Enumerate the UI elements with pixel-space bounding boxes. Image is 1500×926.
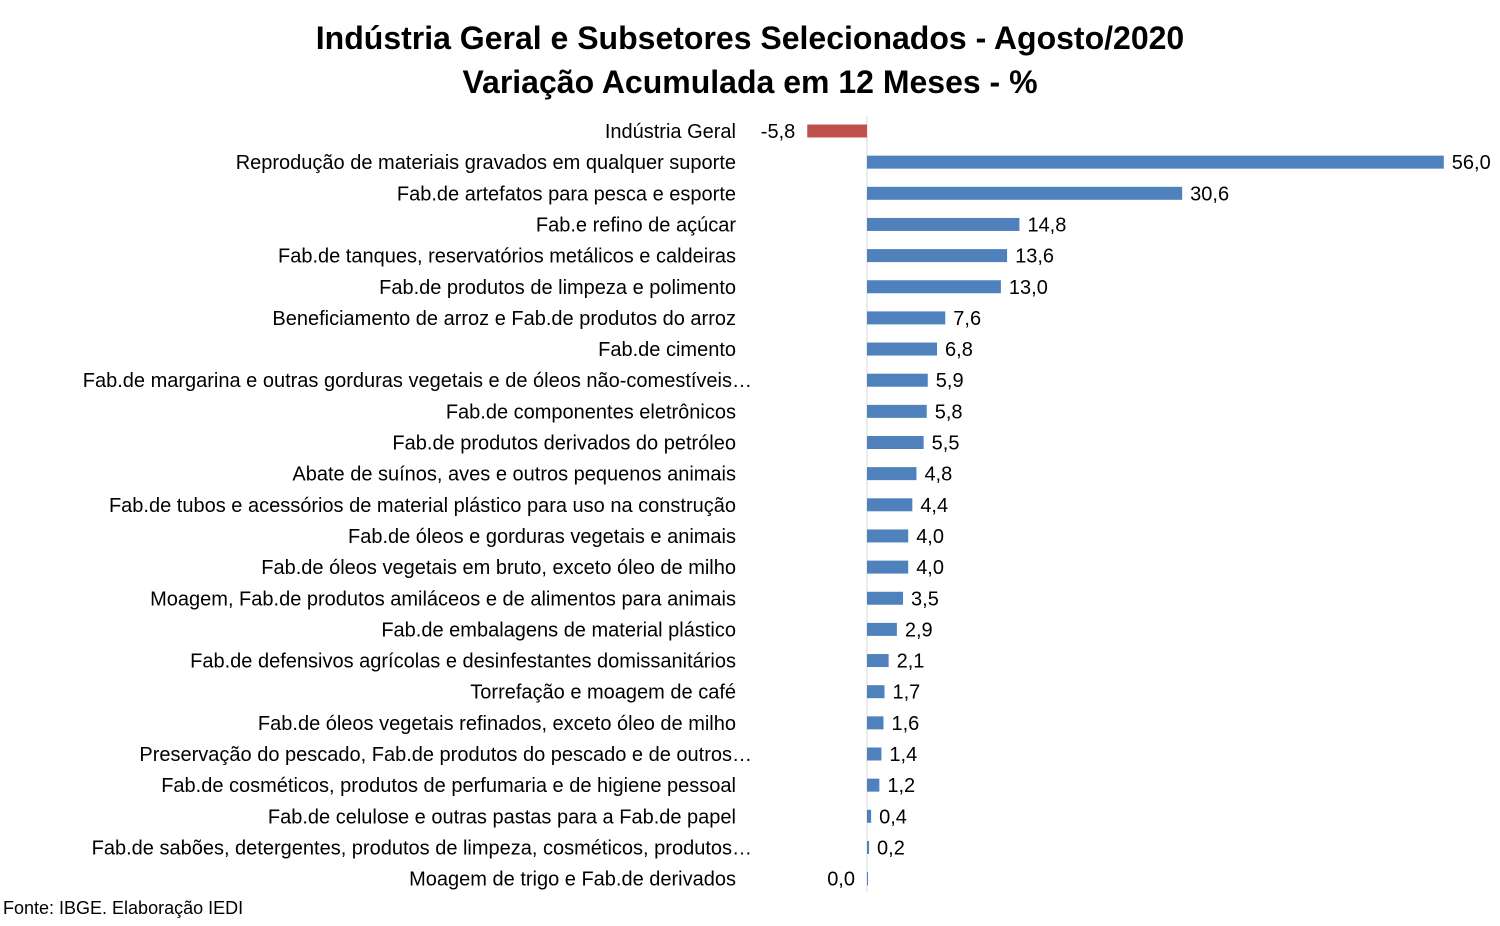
data-label: 30,6 [1190, 183, 1229, 205]
bar [867, 872, 868, 886]
category-label: Fab.de componentes eletrônicos [446, 401, 736, 423]
data-label: 0,0 [827, 869, 855, 891]
category-label: Fab.de cosméticos, produtos de perfumari… [161, 775, 736, 797]
bar [867, 404, 927, 418]
bar [867, 840, 870, 854]
category-label: Torrefação e moagem de café [470, 682, 736, 704]
data-label: 5,5 [932, 433, 960, 455]
category-label: Fab.de celulose e outras pastas para a F… [268, 806, 736, 828]
data-label: 14,8 [1027, 214, 1066, 236]
bar [867, 716, 884, 730]
bar [867, 591, 904, 605]
data-label: 2,1 [897, 651, 925, 673]
category-label: Fab.de sabões, detergentes, produtos de … [92, 837, 752, 859]
bar [867, 747, 882, 761]
bar [867, 778, 880, 792]
category-label: Fab.de óleos e gorduras vegetais e anima… [348, 526, 736, 548]
category-label: Indústria Geral [605, 121, 736, 143]
category-label: Moagem de trigo e Fab.de derivados [409, 869, 736, 891]
bar [867, 342, 938, 356]
data-label: 6,8 [945, 339, 973, 361]
bar [867, 249, 1008, 263]
bar [867, 529, 909, 543]
data-label: 4,0 [916, 526, 944, 548]
bar [867, 498, 913, 512]
bar [807, 124, 867, 138]
category-label: Fab.de cimento [598, 339, 736, 361]
bar [867, 280, 1001, 294]
data-label: 1,2 [887, 775, 915, 797]
chart-subtitle: Variação Acumulada em 12 Meses - % [462, 64, 1038, 100]
category-label: Fab.de produtos derivados do petróleo [392, 433, 736, 455]
category-label: Fab.de óleos vegetais refinados, exceto … [258, 713, 736, 735]
category-label: Fab.de produtos de limpeza e polimento [379, 277, 736, 299]
data-label: 1,6 [891, 713, 919, 735]
category-label: Fab.de óleos vegetais em bruto, exceto ó… [261, 557, 736, 579]
chart-title: Indústria Geral e Subsetores Selecionado… [315, 20, 1185, 56]
category-label: Fab.de artefatos para pesca e esporte [397, 183, 736, 205]
bar [867, 217, 1020, 231]
data-label: 5,8 [935, 401, 963, 423]
data-label: 13,6 [1015, 246, 1054, 268]
category-label: Reprodução de materiais gravados em qual… [236, 152, 736, 174]
data-label: 1,4 [889, 744, 917, 766]
category-label: Abate de suínos, aves e outros pequenos … [292, 464, 736, 486]
data-label: 4,4 [920, 495, 948, 517]
category-label: Fab.de embalagens de material plástico [381, 619, 736, 641]
data-label: -5,8 [761, 121, 795, 143]
data-label: 3,5 [911, 588, 939, 610]
data-label: 5,9 [936, 370, 964, 392]
bar [867, 560, 909, 574]
category-label: Preservação do pescado, Fab.de produtos … [139, 744, 752, 766]
bar [867, 373, 928, 387]
bar [867, 155, 1444, 169]
category-label: Moagem, Fab.de produtos amiláceos e de a… [150, 588, 736, 610]
data-label: 0,2 [877, 837, 905, 859]
data-label: 4,8 [924, 464, 952, 486]
category-label: Fab.de defensivos agrícolas e desinfesta… [190, 651, 736, 673]
category-label: Fab.de margarina e outras gorduras veget… [83, 370, 752, 392]
bar [867, 436, 924, 449]
category-label: Beneficiamento de arroz e Fab.de produto… [272, 308, 736, 330]
data-label: 0,4 [879, 806, 907, 828]
data-label: 13,0 [1009, 277, 1048, 299]
category-label: Fab.de tanques, reservatórios metálicos … [278, 246, 736, 268]
category-label: Fab.e refino de açúcar [536, 214, 736, 236]
bar [867, 654, 889, 668]
source-note: Fonte: IBGE. Elaboração IEDI [3, 898, 244, 918]
bar [867, 685, 885, 699]
data-label: 1,7 [893, 682, 921, 704]
data-label: 2,9 [905, 619, 933, 641]
bar [867, 809, 872, 823]
data-label: 4,0 [916, 557, 944, 579]
bar [867, 622, 897, 636]
data-label: 7,6 [953, 308, 981, 330]
bar [867, 467, 917, 481]
category-label: Fab.de tubos e acessórios de material pl… [109, 495, 736, 517]
bar [867, 186, 1183, 200]
data-label: 56,0 [1452, 152, 1491, 174]
bar [867, 311, 946, 325]
